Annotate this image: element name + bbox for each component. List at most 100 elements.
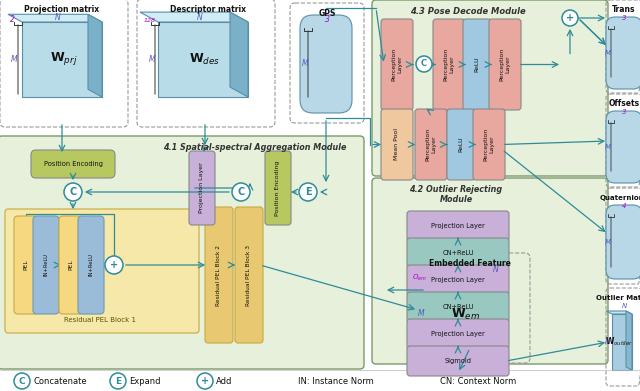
Text: Position Encoding: Position Encoding (275, 160, 280, 216)
Text: Projection matrix: Projection matrix (24, 5, 100, 14)
Text: 128: 128 (144, 18, 156, 23)
Circle shape (416, 56, 432, 72)
Text: $\mathbf{W}_{prj}$: $\mathbf{W}_{prj}$ (51, 50, 77, 68)
Text: C: C (421, 59, 427, 68)
Text: $\mathbf{W}_{em}$: $\mathbf{W}_{em}$ (451, 307, 481, 321)
Text: N: N (621, 303, 627, 309)
Polygon shape (22, 22, 102, 97)
Text: 2: 2 (10, 16, 15, 25)
Text: CN+ReLU: CN+ReLU (442, 304, 474, 310)
Text: 4.3 Pose Decode Module: 4.3 Pose Decode Module (410, 7, 526, 16)
Text: Descriptor matrix: Descriptor matrix (170, 5, 246, 14)
Text: Sigmoid: Sigmoid (445, 358, 472, 364)
Text: Perception
Layer: Perception Layer (484, 128, 494, 161)
Text: Trans: Trans (612, 5, 636, 14)
Text: C: C (69, 187, 77, 197)
Circle shape (14, 373, 30, 389)
FancyBboxPatch shape (415, 109, 447, 180)
Text: Residual PEL Block 3: Residual PEL Block 3 (246, 244, 252, 305)
FancyBboxPatch shape (407, 346, 509, 376)
Text: Position Encoding: Position Encoding (44, 161, 102, 167)
Text: +: + (110, 260, 118, 270)
FancyBboxPatch shape (5, 209, 199, 333)
Text: Quaternions: Quaternions (600, 195, 640, 201)
Text: Outlier Matrix: Outlier Matrix (596, 295, 640, 301)
Circle shape (562, 10, 578, 26)
FancyBboxPatch shape (606, 17, 640, 89)
Text: M: M (301, 59, 308, 68)
FancyBboxPatch shape (300, 15, 352, 113)
FancyBboxPatch shape (381, 109, 413, 180)
Text: Embedded Feature: Embedded Feature (429, 260, 511, 269)
Text: $\mathbf{W}_{des}$: $\mathbf{W}_{des}$ (189, 52, 221, 66)
Text: M: M (605, 239, 611, 245)
FancyBboxPatch shape (0, 136, 364, 369)
FancyBboxPatch shape (489, 19, 521, 110)
Text: Residual PEL Block 2: Residual PEL Block 2 (216, 244, 221, 305)
Text: N: N (55, 14, 61, 23)
Text: Add: Add (216, 377, 232, 386)
Circle shape (232, 183, 250, 201)
Text: Concatenate: Concatenate (33, 377, 86, 386)
Text: 3: 3 (621, 15, 627, 21)
FancyBboxPatch shape (463, 19, 491, 110)
Text: IN+ReLU: IN+ReLU (88, 253, 93, 276)
Text: 4.1 Spatial-spectral Aggregation Module: 4.1 Spatial-spectral Aggregation Module (163, 143, 347, 152)
FancyBboxPatch shape (407, 319, 509, 349)
FancyBboxPatch shape (265, 151, 291, 225)
FancyBboxPatch shape (189, 151, 215, 225)
Text: IN: Instance Norm: IN: Instance Norm (298, 377, 374, 386)
Text: E: E (305, 187, 311, 197)
Text: PEL: PEL (24, 260, 29, 270)
FancyBboxPatch shape (235, 207, 263, 343)
Text: IN+ReLU: IN+ReLU (44, 253, 49, 276)
Polygon shape (606, 311, 632, 314)
Text: Module: Module (440, 196, 472, 204)
FancyBboxPatch shape (372, 178, 608, 364)
Text: $O_{em}$: $O_{em}$ (412, 273, 426, 283)
Polygon shape (483, 271, 501, 348)
Text: CN: Context Norm: CN: Context Norm (440, 377, 516, 386)
FancyBboxPatch shape (407, 292, 509, 322)
Text: Residual PEL Block 1: Residual PEL Block 1 (64, 317, 136, 323)
Text: Projection Layer: Projection Layer (200, 163, 205, 213)
Text: +: + (201, 376, 209, 386)
Text: M: M (148, 54, 156, 63)
Polygon shape (612, 314, 632, 370)
Text: Perception
Layer: Perception Layer (392, 48, 403, 81)
Text: M: M (605, 144, 611, 150)
Text: CN+ReLU: CN+ReLU (442, 250, 474, 256)
Text: Projection Layer: Projection Layer (431, 277, 485, 283)
Text: M: M (11, 54, 17, 63)
Polygon shape (626, 311, 632, 370)
Polygon shape (426, 280, 501, 348)
Polygon shape (230, 12, 248, 97)
Text: +: + (566, 13, 574, 23)
FancyBboxPatch shape (78, 216, 104, 314)
Circle shape (110, 373, 126, 389)
Polygon shape (158, 22, 248, 97)
Text: 3: 3 (621, 109, 627, 115)
Text: M: M (605, 50, 611, 56)
FancyBboxPatch shape (14, 216, 38, 314)
Text: 4.2 Outlier Rejecting: 4.2 Outlier Rejecting (410, 185, 502, 194)
Text: ReLU: ReLU (474, 57, 479, 72)
FancyBboxPatch shape (606, 205, 640, 279)
Polygon shape (408, 271, 501, 280)
Circle shape (105, 256, 123, 274)
FancyBboxPatch shape (433, 19, 465, 110)
Text: M: M (605, 339, 611, 345)
FancyBboxPatch shape (473, 109, 505, 180)
Text: M: M (418, 310, 424, 319)
Circle shape (299, 183, 317, 201)
Text: N: N (493, 265, 499, 274)
Polygon shape (8, 14, 102, 22)
FancyBboxPatch shape (447, 109, 475, 180)
FancyBboxPatch shape (407, 211, 509, 241)
Text: $\mathbf{W}_{outlier}$: $\mathbf{W}_{outlier}$ (605, 336, 633, 348)
Circle shape (64, 183, 82, 201)
Text: Perception
Layer: Perception Layer (500, 48, 511, 81)
Text: 3: 3 (324, 16, 330, 25)
Text: N: N (197, 14, 203, 23)
Text: Projection Layer: Projection Layer (431, 331, 485, 337)
